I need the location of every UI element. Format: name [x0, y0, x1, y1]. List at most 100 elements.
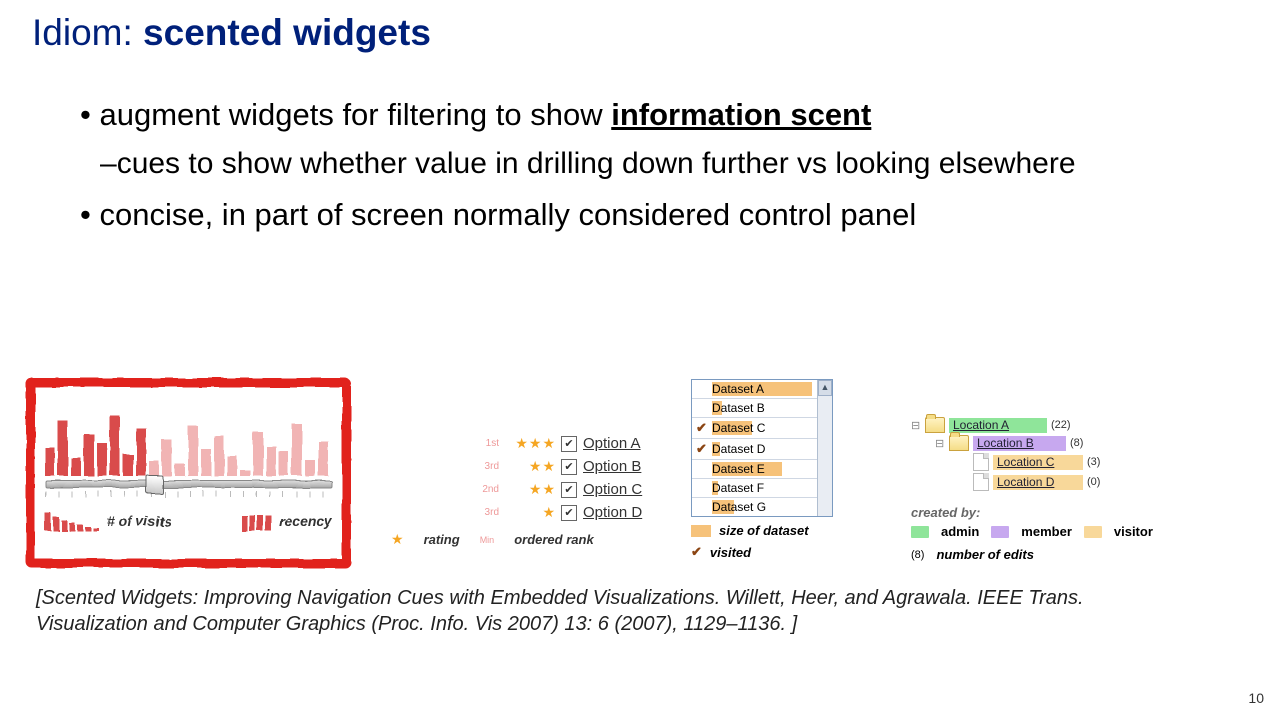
- star-icon: ★: [529, 435, 542, 452]
- tree-count: (3): [1087, 456, 1100, 468]
- legend-rank: ordered rank: [514, 532, 593, 547]
- slider-thumb[interactable]: [146, 475, 163, 494]
- legend-swatch: [1084, 526, 1102, 538]
- option-rank: 1st: [479, 438, 499, 449]
- histogram-bar: [84, 434, 94, 476]
- histogram-bars: [45, 401, 332, 476]
- page-number: 10: [1248, 690, 1264, 706]
- histogram-bar: [214, 436, 224, 476]
- dataset-row[interactable]: Dataset E: [692, 460, 832, 479]
- page-icon: [973, 473, 989, 491]
- tree-row[interactable]: Location D(0): [959, 473, 1201, 491]
- histogram-legend: # of visits recency: [45, 511, 332, 531]
- tree-legend: created by: adminmembervisitor (8) numbe…: [911, 505, 1201, 562]
- dataset-label: Dataset C: [712, 421, 765, 435]
- star-icon: ★: [529, 458, 542, 475]
- bullet-1-sub: –cues to show whether value in drilling …: [100, 141, 1250, 186]
- tree-row[interactable]: ⊟Location A(22): [911, 417, 1201, 433]
- slider-ticks: [45, 491, 332, 497]
- option-label: Option C: [583, 481, 651, 498]
- tree-toggle[interactable]: ⊟: [911, 419, 921, 432]
- histogram-bar: [71, 458, 81, 476]
- legend-swatch-label: member: [1021, 524, 1072, 539]
- histogram-slider[interactable]: [45, 480, 332, 488]
- histogram-bar: [149, 461, 159, 476]
- star-icon: ★: [542, 504, 555, 521]
- option-rank: 3rd: [479, 507, 499, 518]
- figures-row: # of visits recency 1st★★★✔Option A3rd★★…: [26, 308, 1254, 568]
- legend-swatch: [911, 526, 929, 538]
- legend-size: size of dataset: [719, 523, 809, 538]
- star-icon: ★: [542, 458, 555, 475]
- tree-count: (22): [1051, 419, 1071, 431]
- visits-icon: [45, 511, 99, 531]
- histogram-bar: [305, 460, 315, 476]
- scrollbar[interactable]: ▲: [817, 380, 832, 516]
- option-rank: 3rd: [479, 461, 499, 472]
- option-checkbox[interactable]: ✔: [561, 436, 577, 452]
- dataset-label: Dataset A: [712, 382, 764, 396]
- tree-row[interactable]: ⊟ Location B (8): [935, 435, 1201, 451]
- option-checkbox[interactable]: ✔: [561, 482, 577, 498]
- option-checkbox[interactable]: ✔: [561, 459, 577, 475]
- option-label: Option D: [583, 504, 651, 521]
- dataset-row[interactable]: Dataset B: [692, 399, 832, 418]
- star-icon: ★: [542, 435, 555, 452]
- histogram-bar: [188, 426, 198, 476]
- histogram-bar: [110, 416, 120, 476]
- histogram-widget: # of visits recency: [26, 378, 351, 568]
- option-stars: ★: [505, 504, 555, 521]
- edits-count: (8): [911, 549, 924, 561]
- option-row: 3rd ★ ✔ Option D: [391, 504, 651, 521]
- recency-icon: [241, 511, 271, 531]
- tree-label: Location D: [993, 475, 1083, 490]
- dataset-listbox[interactable]: Dataset ADataset B✔Dataset C✔Dataset DDa…: [691, 379, 833, 517]
- dataset-row[interactable]: ✔Dataset D: [692, 439, 832, 460]
- tree-row[interactable]: Location C (3): [959, 453, 1201, 471]
- histogram-bar: [240, 470, 250, 476]
- option-stars: ★★★: [505, 435, 555, 452]
- histogram-bar: [292, 424, 302, 476]
- size-swatch: [691, 525, 711, 537]
- star-icon: ★: [391, 531, 404, 548]
- star-icon: ★: [515, 435, 528, 452]
- tree-toggle[interactable]: ⊟: [935, 437, 945, 450]
- option-stars: ★★: [505, 481, 555, 498]
- option-label: Option A: [583, 435, 651, 452]
- bullet-1-text: augment widgets for filtering to show: [99, 97, 611, 132]
- check-icon: ✔: [691, 544, 702, 560]
- star-icon: ★: [529, 481, 542, 498]
- histogram-bar: [97, 443, 107, 476]
- bullet-1-sub-text: cues to show whether value in drilling d…: [117, 147, 1076, 180]
- folder-icon: [949, 435, 969, 451]
- tree-label: Location C: [993, 455, 1083, 470]
- bullet-1: • augment widgets for filtering to show …: [80, 92, 1250, 139]
- histogram-bar: [253, 432, 263, 476]
- dataset-row[interactable]: Dataset A: [692, 380, 832, 399]
- histogram-bar: [123, 454, 133, 476]
- dataset-legend: size of dataset: [691, 523, 871, 538]
- legend-visits: # of visits: [107, 513, 172, 529]
- legend-recency: recency: [279, 513, 332, 529]
- folder-icon: [925, 417, 945, 433]
- dataset-row[interactable]: Dataset G: [692, 498, 832, 516]
- options-widget: 1st★★★✔Option A3rd★★✔Option B2nd★★✔Optio…: [391, 429, 651, 548]
- dataset-check: ✔: [696, 441, 708, 457]
- page-icon: [973, 453, 989, 471]
- tree-label: Location B: [973, 436, 1066, 451]
- legend-edits: number of edits: [936, 547, 1034, 562]
- bullet-list: • augment widgets for filtering to show …: [80, 92, 1250, 238]
- bullet-2-text: concise, in part of screen normally cons…: [99, 197, 916, 232]
- option-stars: ★★: [505, 458, 555, 475]
- dataset-row[interactable]: Dataset F: [692, 479, 832, 498]
- option-checkbox[interactable]: ✔: [561, 505, 577, 521]
- histogram-bar: [162, 440, 172, 476]
- tree-count: (8): [1070, 437, 1083, 449]
- option-rank: 2nd: [479, 484, 499, 495]
- slide-title: Idiom: scented widgets: [32, 12, 431, 54]
- histogram-bar: [318, 441, 328, 476]
- dataset-row[interactable]: ✔Dataset C: [692, 418, 832, 439]
- legend-swatch-label: admin: [941, 524, 979, 539]
- scroll-up-button[interactable]: ▲: [818, 380, 832, 396]
- dataset-legend-2: ✔ visited: [691, 544, 871, 560]
